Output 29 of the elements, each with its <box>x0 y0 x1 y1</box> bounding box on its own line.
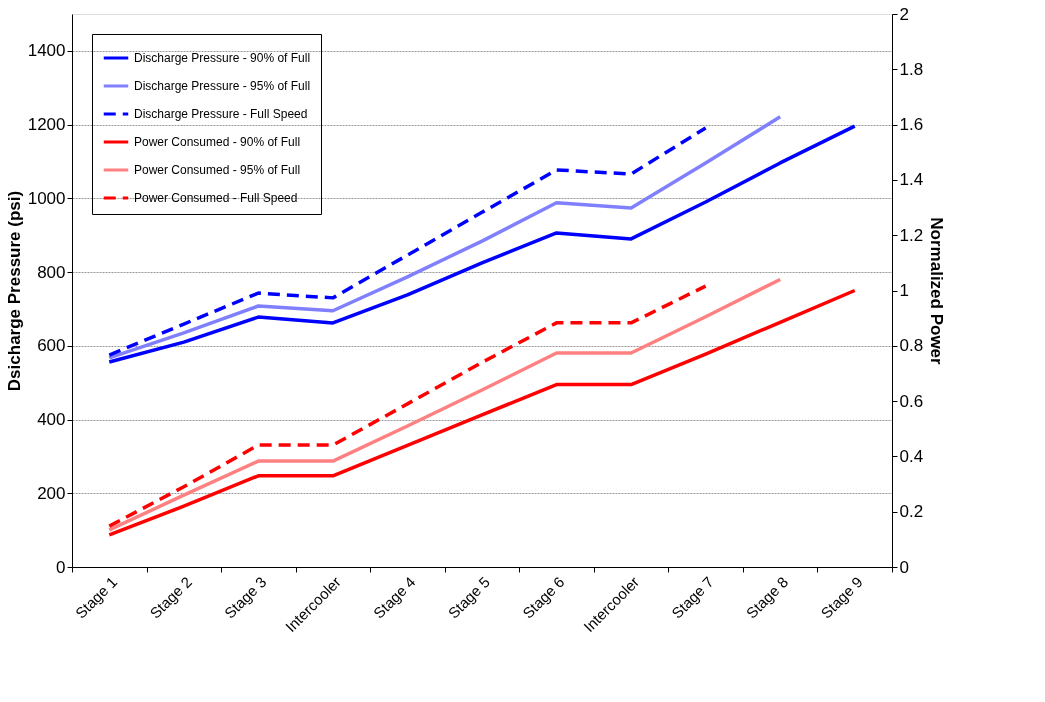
y2-tick-label: 2 <box>899 4 909 24</box>
line-series <box>107 126 708 357</box>
y2-tick-label: 1 <box>899 281 909 300</box>
y-tick-label: 600 <box>37 336 66 356</box>
legend-label: Power Consumed - Full Speed <box>134 191 298 205</box>
y2-tick-label: 0.6 <box>899 391 924 411</box>
y2-tick-label: 0 <box>899 557 909 577</box>
y-tick-label: 1000 <box>27 188 66 208</box>
y-tick-label: 800 <box>37 262 66 282</box>
y-tick-label: 0 <box>56 557 66 577</box>
y2-tick-label: 1.6 <box>899 115 924 135</box>
y2-tick-label: 0.4 <box>899 446 924 466</box>
y-tick-label: 1200 <box>27 115 66 135</box>
line-series <box>107 288 857 537</box>
y-tick-label: 200 <box>37 483 66 503</box>
y2-tick-label: 0.2 <box>899 502 924 522</box>
legend-label: Discharge Pressure - 95% of Full <box>134 79 311 93</box>
legend-label: Power Consumed - 90% of Full <box>134 135 301 149</box>
y-tick-label: 1400 <box>27 41 66 61</box>
y2-tick-label: 1.4 <box>899 170 924 190</box>
y2-tick-label: 0.8 <box>899 336 924 356</box>
y2-tick-label: 1.8 <box>899 59 924 79</box>
y-axis-title: Dsicharge Pressure (psi) <box>4 190 24 392</box>
legend-label: Power Consumed - 95% of Full <box>134 163 301 177</box>
y2-axis-title: Normalized Power <box>927 217 947 366</box>
y2-tick-label: 1.2 <box>899 225 924 245</box>
y-tick-label: 400 <box>37 410 66 430</box>
legend-label: Discharge Pressure - Full Speed <box>134 107 308 121</box>
legend-label: Discharge Pressure - 90% of Full <box>134 51 311 65</box>
